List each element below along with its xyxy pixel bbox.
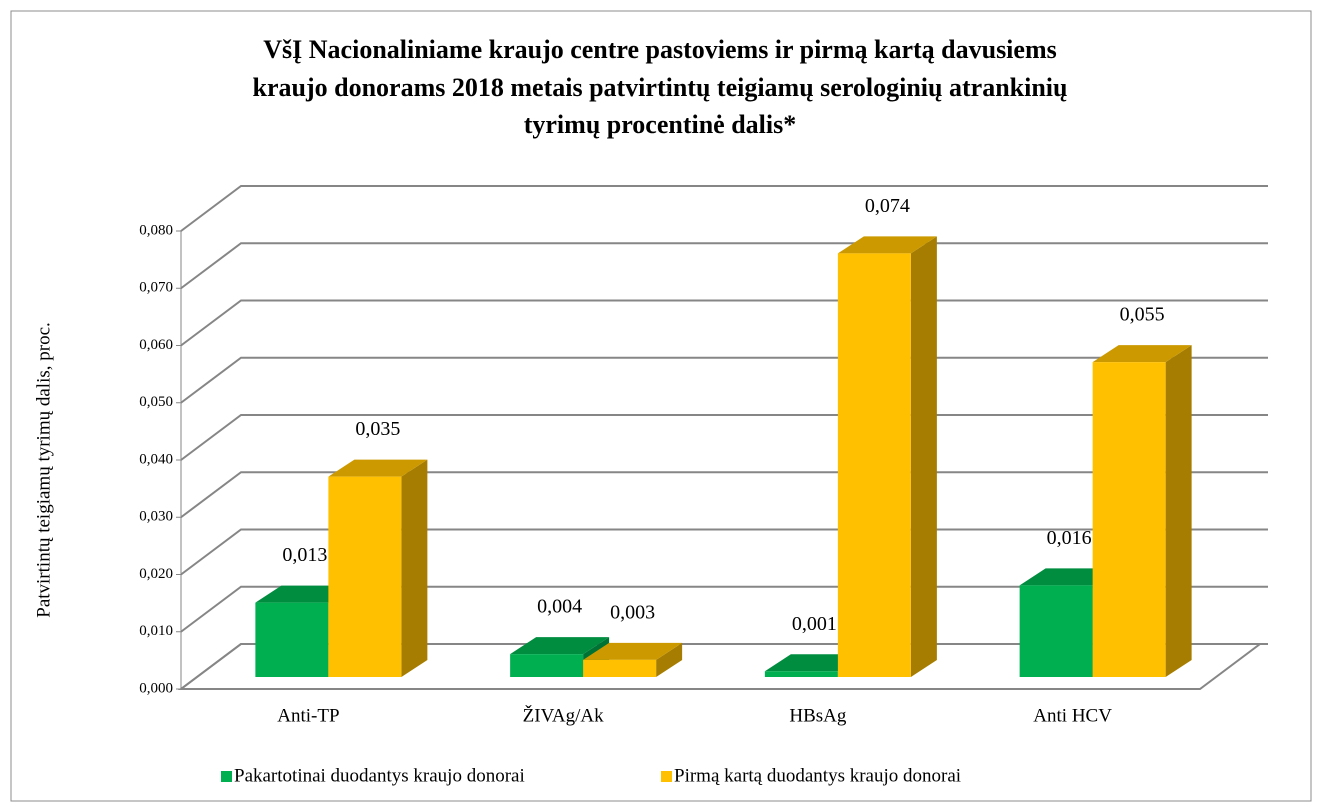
bar-side bbox=[910, 236, 937, 677]
x-tick-label: HBsAg bbox=[789, 705, 847, 726]
bar bbox=[583, 642, 683, 677]
value-label: 0,035 bbox=[355, 418, 400, 440]
legend-label: Pakartotinai duodantys kraujo donorai bbox=[234, 765, 525, 786]
y-tick-label: 0,000 bbox=[139, 680, 173, 696]
bar-front bbox=[255, 602, 329, 677]
bar-front bbox=[510, 654, 584, 677]
bar-top bbox=[510, 637, 610, 655]
x-tick-label: ŽIVAg/Ak bbox=[523, 704, 604, 726]
y-tick-label: 0,010 bbox=[139, 623, 173, 639]
bar-front bbox=[1019, 585, 1093, 677]
x-tick-label: Anti HCV bbox=[1033, 705, 1112, 726]
y-tick-label: 0,080 bbox=[139, 222, 173, 238]
chart-title: kraujo donorams 2018 metais patvirtintų … bbox=[253, 73, 1068, 102]
y-tick-label: 0,070 bbox=[139, 280, 173, 296]
bar-front bbox=[328, 476, 402, 677]
bar-front bbox=[583, 659, 657, 677]
bar bbox=[328, 459, 428, 677]
bar-side bbox=[1165, 345, 1192, 677]
y-axis-label: Patvirtintų teigiamų tyrimų dalis, proc. bbox=[33, 322, 54, 618]
y-tick-label: 0,050 bbox=[139, 394, 173, 410]
legend-swatch bbox=[661, 771, 672, 782]
bar-side bbox=[656, 642, 683, 677]
x-tick-label: Anti-TP bbox=[277, 705, 339, 726]
value-label: 0,003 bbox=[610, 601, 655, 623]
value-label: 0,074 bbox=[865, 195, 910, 217]
legend-label: Pirmą kartą duodantys kraujo donorai bbox=[674, 765, 961, 786]
value-label: 0,004 bbox=[537, 596, 582, 618]
bar-front bbox=[1092, 362, 1166, 677]
grid-line bbox=[180, 185, 1268, 232]
bar-top bbox=[583, 642, 683, 660]
value-label: 0,055 bbox=[1120, 304, 1165, 326]
bar-top bbox=[1092, 345, 1192, 363]
chart-title: VšĮ Nacionaliniame kraujo centre pastovi… bbox=[263, 35, 1056, 64]
y-tick-label: 0,020 bbox=[139, 566, 173, 582]
bar bbox=[837, 236, 937, 677]
value-label: 0,001 bbox=[792, 613, 837, 635]
chart-title: tyrimų procentinė dalis* bbox=[524, 110, 797, 139]
bar-front bbox=[837, 253, 911, 677]
bar-side bbox=[401, 459, 428, 677]
y-tick-label: 0,040 bbox=[139, 451, 173, 467]
bar-top bbox=[328, 459, 428, 477]
y-tick-label: 0,030 bbox=[139, 509, 173, 525]
value-label: 0,013 bbox=[282, 544, 327, 566]
bar-front bbox=[764, 671, 838, 677]
legend-swatch bbox=[221, 771, 232, 782]
value-label: 0,016 bbox=[1047, 527, 1092, 549]
y-tick-label: 0,060 bbox=[139, 337, 173, 353]
bar bbox=[1092, 345, 1192, 677]
bar-top bbox=[837, 236, 937, 254]
